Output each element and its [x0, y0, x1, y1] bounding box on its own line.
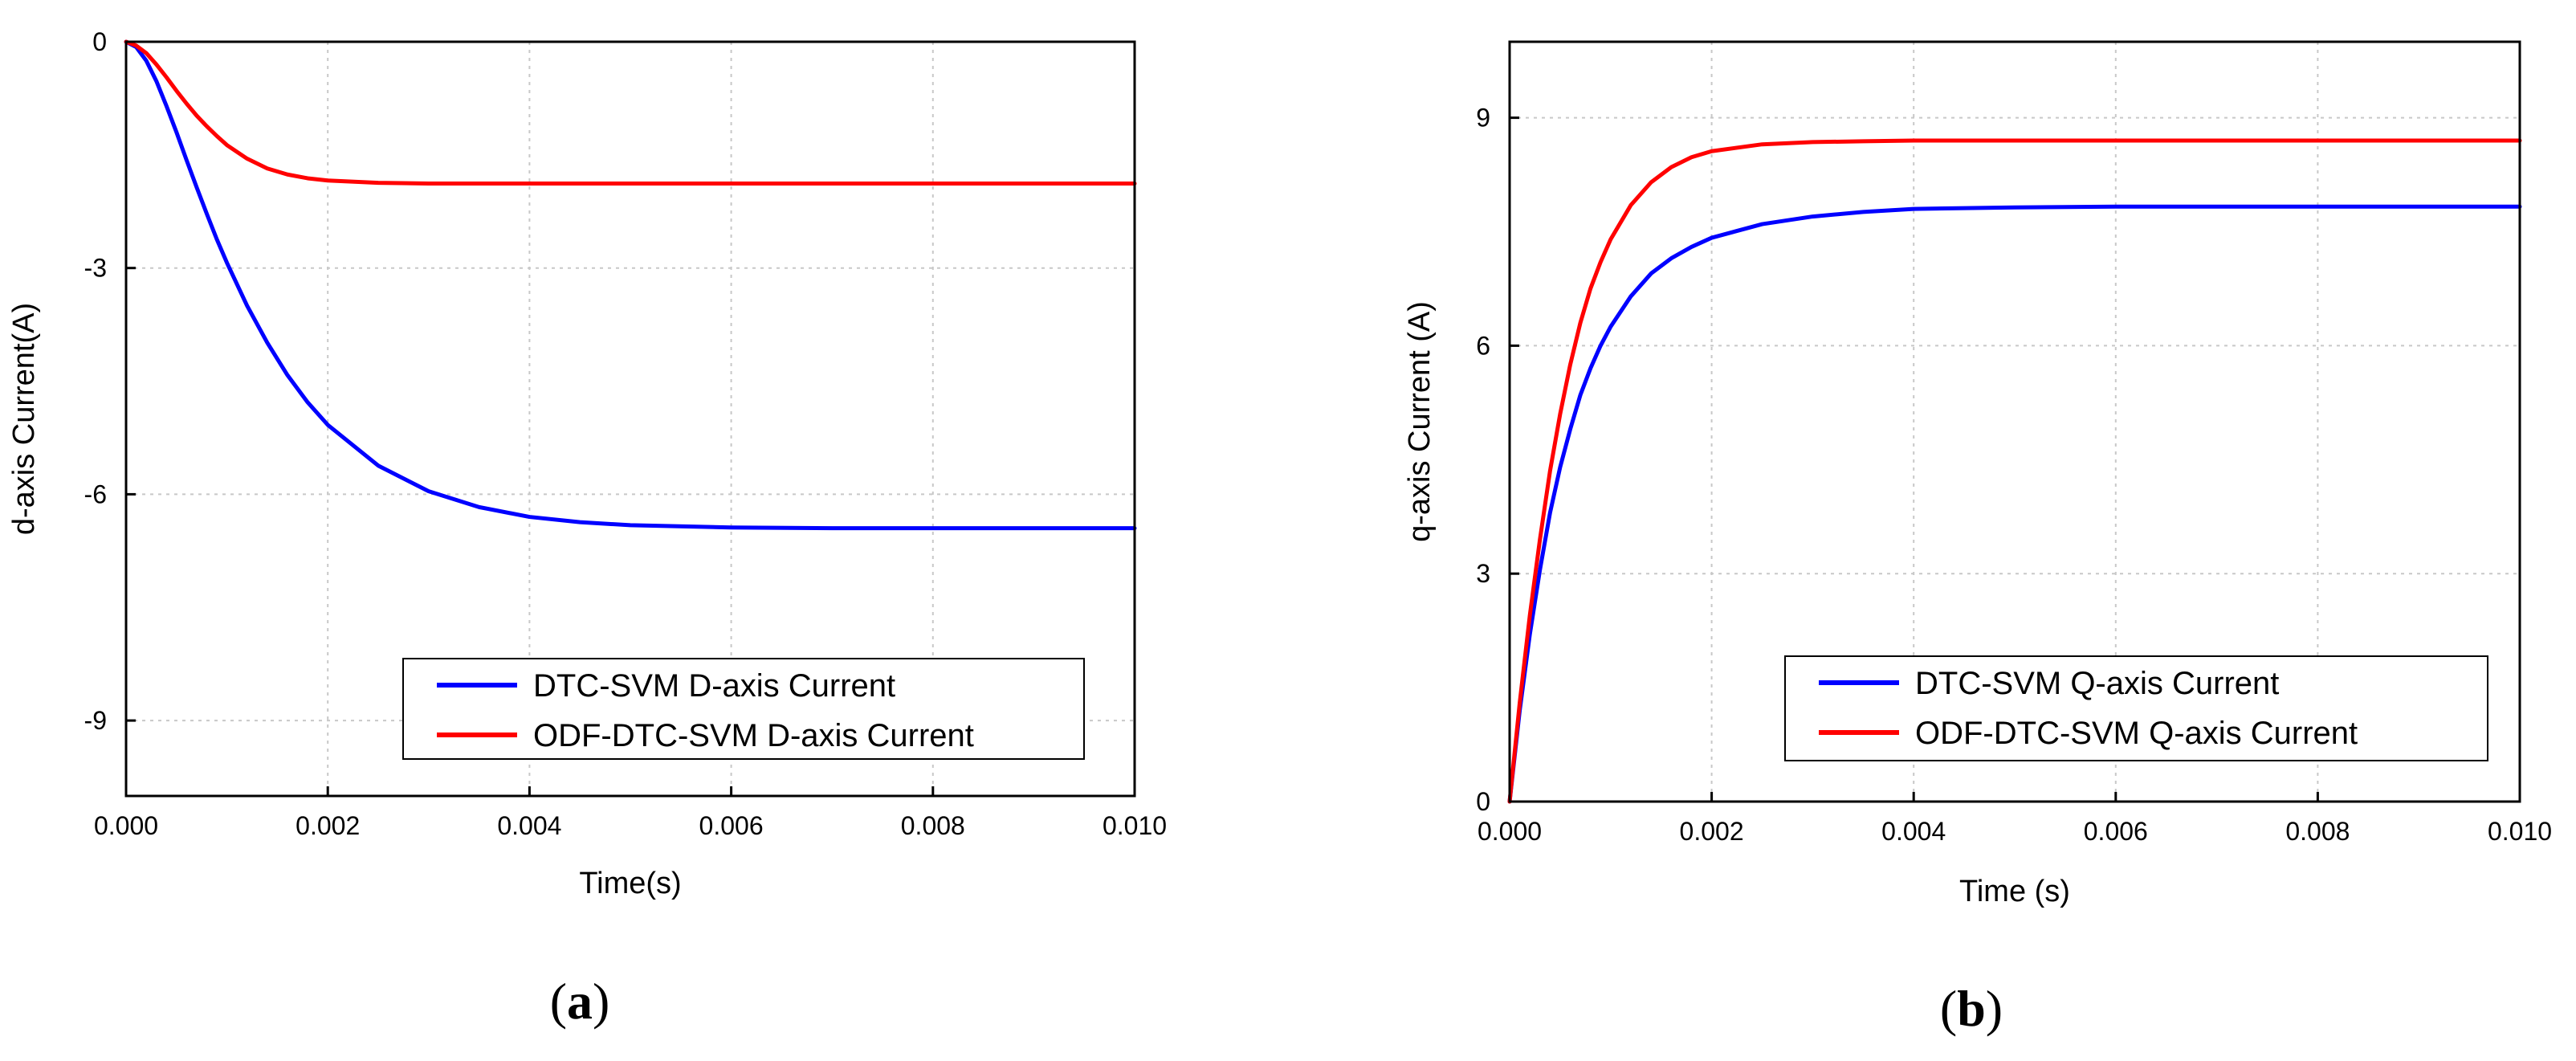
x-tick-label: 0.004 [1881, 817, 1946, 846]
y-tick-label: 9 [1476, 104, 1490, 133]
panel-letter: b [1957, 980, 1986, 1037]
panel-a: 0.000 0.002 0.004 0.006 0.008 0.010 0 -3 -6 -9 Tim… [7, 27, 1167, 1030]
legend-label-2: ODF-DTC-SVM D-axis Current [533, 718, 974, 753]
panel-label-close-paren: ) [593, 973, 609, 1030]
panel-label-open-paren: ( [1940, 980, 1957, 1037]
y-tick-label: 0 [92, 27, 107, 56]
legend-box [1784, 655, 2488, 761]
panel-label-close-paren: ) [1986, 980, 2003, 1037]
plot-frame [124, 40, 1136, 798]
series-line-2 [1507, 138, 2522, 804]
series-line-1 [124, 39, 1137, 531]
panel-label: (b) [1940, 980, 2003, 1037]
y-axis-label: q-axis Current (A) [1403, 301, 1437, 542]
legend-label-2: ODF-DTC-SVM Q-axis Current [1915, 716, 2358, 751]
panel-label-open-paren: ( [550, 973, 567, 1030]
x-tick-label: 0.008 [901, 811, 965, 840]
x-tick-label: 0.010 [1103, 811, 1167, 840]
legend-box [402, 658, 1085, 760]
panel-label: (a) [550, 973, 610, 1030]
panel-letter: a [567, 973, 593, 1030]
x-tick-label: 0.006 [699, 811, 764, 840]
plot-frame [1508, 40, 2521, 803]
x-tick-label: 0.008 [2285, 817, 2350, 846]
series-line-2 [124, 39, 1137, 186]
y-tick-label: -9 [84, 706, 107, 735]
y-tick-label: -3 [84, 254, 107, 283]
legend-label-1: DTC-SVM D-axis Current [533, 668, 895, 704]
x-axis-label: Time(s) [579, 867, 681, 900]
legend-label-1: DTC-SVM Q-axis Current [1915, 666, 2279, 701]
y-tick-label: 3 [1476, 559, 1490, 588]
y-tick-label: -6 [84, 479, 107, 508]
series-line-1 [1507, 204, 2522, 804]
x-tick-label: 0.004 [497, 811, 561, 840]
y-tick-label: 0 [1476, 787, 1490, 816]
x-tick-label: 0.006 [2084, 817, 2148, 846]
panel-b: 0.000 0.002 0.004 0.006 0.008 0.010 0 3 6 9 Time (… [1403, 40, 2552, 1037]
x-tick-label: 0.002 [1680, 817, 1744, 846]
y-axis-label: d-axis Current(A) [7, 303, 41, 535]
x-tick-label: 0.002 [296, 811, 360, 840]
x-tick-label: 0.000 [1478, 817, 1542, 846]
x-tick-label: 0.000 [94, 811, 158, 840]
y-tick-label: 6 [1476, 331, 1490, 360]
x-tick-label: 0.010 [2488, 817, 2552, 846]
x-axis-label: Time (s) [1959, 875, 2070, 908]
